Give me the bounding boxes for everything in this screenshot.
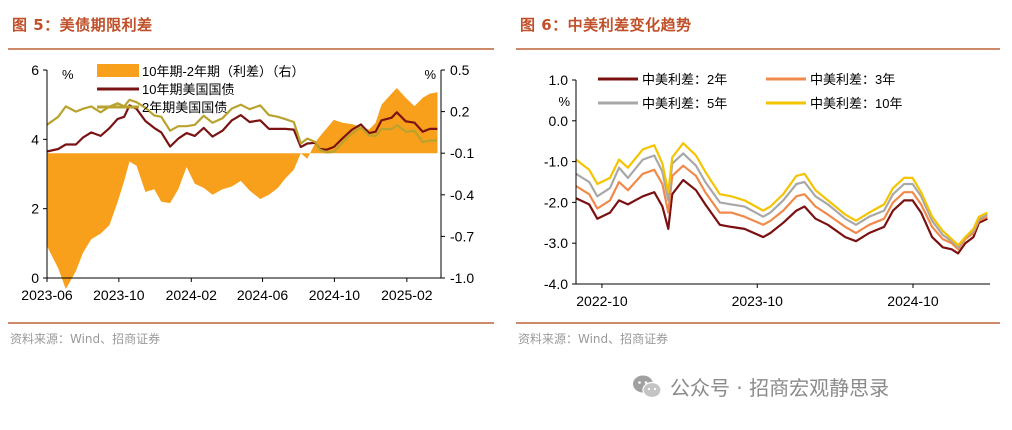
left-axis-unit: %	[62, 67, 74, 82]
y-tick-label: 1.0	[549, 72, 569, 88]
figure5-top-rule	[8, 48, 494, 50]
legend-label-2y: 2年期美国国债	[142, 100, 227, 115]
right-axis-unit: %	[424, 67, 436, 82]
y-tick-label: -1.0	[544, 154, 568, 170]
x-tick-label: 2024-02	[166, 287, 218, 303]
right-y-tick-label: -0.4	[450, 187, 474, 203]
figure5-title: 图 5：美债期限利差	[12, 16, 153, 34]
series-line-layer	[46, 98, 438, 154]
y-tick-label: -4.0	[544, 276, 568, 292]
series-line-2y-treasury	[46, 98, 438, 154]
series-line-spread-3y	[575, 164, 988, 251]
watermark-text: 公众号 · 招商宏观静思录	[670, 376, 890, 400]
axes-layer	[572, 79, 990, 288]
figure5-source: 资料来源：Wind、招商证券	[10, 332, 161, 346]
series-area-term-spread	[47, 88, 438, 290]
series-line-layer	[575, 142, 988, 255]
right-y-tick-label: 0.2	[450, 104, 470, 120]
x-tick-label: 2023-10	[732, 293, 784, 309]
x-tick-label: 2024-10	[309, 287, 361, 303]
right-y-tick-label: -0.7	[450, 228, 474, 244]
legend-label-10y: 中美利差：10年	[810, 96, 902, 111]
legend-label-spread: 10年期-2年期（利差）（右）	[142, 64, 305, 79]
figure6-title: 图 6：中美利差变化趋势	[520, 16, 692, 34]
series-line-spread-5y	[575, 152, 988, 249]
y-axis-unit: %	[558, 94, 570, 109]
legend: 10年期-2年期（利差）（右） 10年期美国国债 2年期美国国债	[97, 64, 305, 115]
right-y-tick-label: -1.0	[450, 270, 474, 286]
chart-china-us-spread: % 中美利差：2年 中美利差：3年 中美利差：5年 中美利差：10年 1.0 0.…	[544, 72, 990, 309]
watermark: 公众号 · 招商宏观静思录	[632, 372, 889, 401]
x-tick-label: 2025-02	[381, 287, 433, 303]
legend-label-10y: 10年期美国国债	[142, 82, 234, 97]
figure6-source: 资料来源：Wind、招商证券	[518, 332, 669, 346]
y-tick-label: -2.0	[544, 194, 568, 210]
left-y-tick-label: 0	[31, 270, 39, 286]
y-tick-label: 0.0	[549, 113, 569, 129]
x-tick-label: 2023-10	[93, 287, 145, 303]
y-tick-label: -3.0	[544, 235, 568, 251]
left-y-tick-label: 2	[31, 201, 39, 217]
legend-label-2y: 中美利差：2年	[642, 72, 727, 87]
figure6-top-rule	[516, 48, 1000, 50]
wechat-icon	[633, 375, 662, 398]
axes-layer	[43, 69, 445, 282]
series-area-layer	[47, 88, 438, 290]
series-line-spread-2y	[575, 178, 988, 255]
chart-us-treasury-term-spread: % % 10年期-2年期（利差）（右） 10年期美国国债 2年期美国国债 0 2 4…	[21, 62, 474, 303]
x-tick-label: 2022-10	[576, 293, 628, 309]
x-tick-label: 2024-10	[887, 293, 939, 309]
right-y-tick-label: 0.5	[450, 62, 470, 78]
x-tick-label: 2023-06	[21, 287, 73, 303]
series-line-10y-treasury	[46, 104, 438, 153]
legend-swatch-spread	[97, 64, 139, 77]
series-line-spread-10y	[575, 142, 988, 247]
figure6-bottom-rule	[516, 322, 1000, 324]
left-y-tick-label: 4	[31, 131, 39, 147]
x-tick-label: 2024-06	[237, 287, 289, 303]
figure5-bottom-rule	[8, 322, 494, 324]
legend-label-5y: 中美利差：5年	[642, 96, 727, 111]
legend-label-3y: 中美利差：3年	[810, 72, 895, 87]
right-y-tick-label: -0.1	[450, 145, 474, 161]
legend: 中美利差：2年 中美利差：3年 中美利差：5年 中美利差：10年	[598, 72, 902, 111]
left-y-tick-label: 6	[31, 62, 39, 78]
